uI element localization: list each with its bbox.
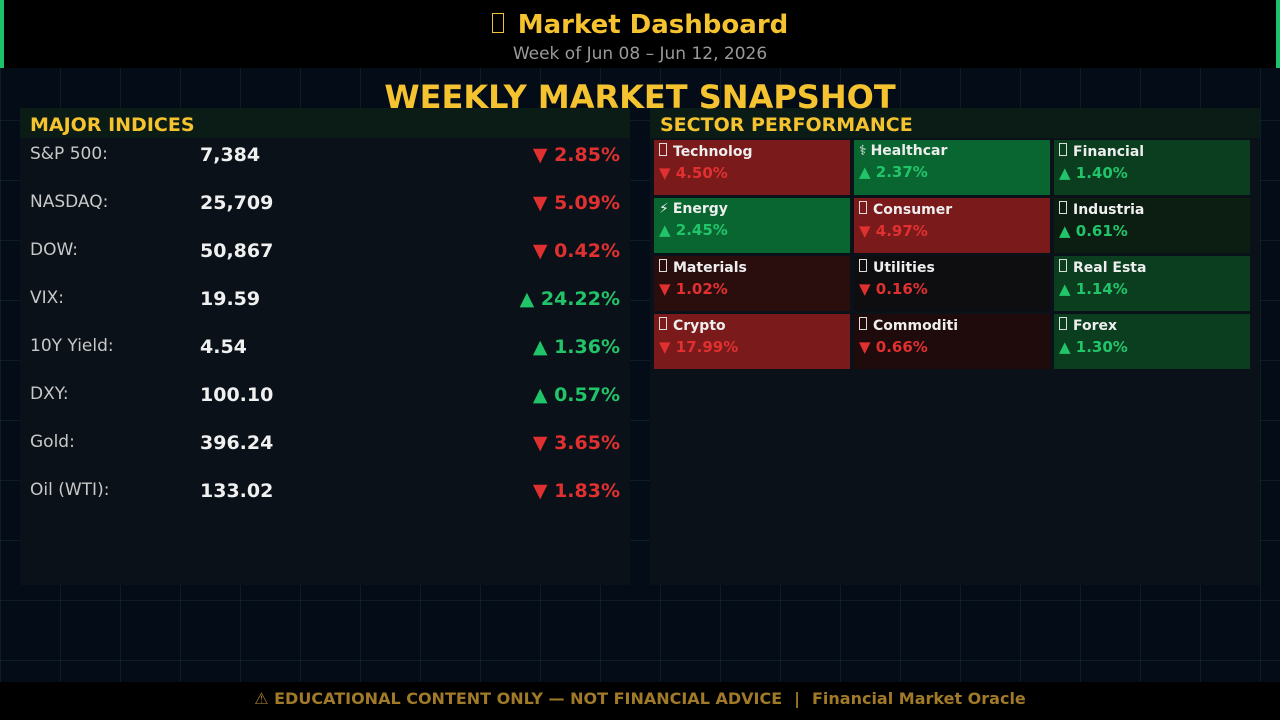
sector-name: Technolog [659,143,845,160]
index-label: DOW: [30,240,79,260]
sector-change: ▼ 4.97% [859,222,928,240]
sector-name-text: Financial [1073,144,1145,160]
icon-box [859,317,867,330]
title-text: Market Dashboard [517,10,789,40]
sector-tile: Real Esta ▲ 1.14% [1054,256,1250,311]
sector-change: ▲ 2.45% [659,221,728,239]
sector-change: ▼ 0.66% [859,338,928,356]
indices-panel: MAJOR INDICES S&P 500: 7,384 ▼ 2.85% NASDAQ… [20,108,630,585]
sector-name: Forex [1059,317,1245,334]
sector-tile: Consumer ▼ 4.97% [854,198,1050,253]
sector-name-text: Crypto [673,318,726,334]
sector-name-text: Real Esta [1073,260,1147,276]
index-label: VIX: [30,288,65,308]
heading: WEEKLY MARKET SNAPSHOT [384,78,896,116]
icon-box [859,201,867,214]
icon-box [1059,201,1067,214]
panel-title: SECTOR PERFORMANCE [650,108,1260,138]
sector-name-text: Technolog [673,144,753,160]
sector-name-text: Industria [1073,202,1145,218]
sector-name: Crypto [659,317,845,334]
icon-box [659,317,667,330]
index-change: ▼ 5.09% [532,192,620,214]
sector-name: Real Esta [1059,259,1245,276]
icon-box [859,259,867,272]
sector-tile: Financial ▲ 1.40% [1054,140,1250,195]
sector-name: ⚕ Healthcar [859,143,1045,159]
index-label: NASDAQ: [30,192,109,212]
sector-name-text: Utilities [873,260,935,276]
index-change: ▲ 24.22% [519,288,620,310]
sector-tile: ⚡ Energy ▲ 2.45% [654,198,850,253]
sector-name: Materials [659,259,845,276]
index-value: 100.10 [200,384,274,406]
header: Market Dashboard Week of Jun 08 – Jun 12… [0,0,1280,68]
header-subtitle: Week of Jun 08 – Jun 12, 2026 [512,44,768,64]
sector-change: ▼ 0.16% [859,280,928,298]
index-value: 19.59 [200,288,261,310]
index-label: 10Y Yield: [30,336,114,356]
sector-tile: Industria ▲ 0.61% [1054,198,1250,253]
sectors-panel: SECTOR PERFORMANCE Technolog ▼ 4.50% ⚕ Heal… [650,108,1260,585]
sector-change: ▲ 1.30% [1059,338,1128,356]
sector-change: ▲ 1.14% [1059,280,1128,298]
sector-change: ▼ 17.99% [659,338,739,356]
sector-name-text: Healthcar [870,143,948,159]
index-label: Gold: [30,432,75,452]
index-value: 133.02 [200,480,274,502]
sector-name: ⚡ Energy [659,201,845,217]
sector-tile: Forex ▲ 1.30% [1054,314,1250,369]
index-change: ▼ 1.83% [532,480,620,502]
index-label: Oil (WTI): [30,480,110,500]
icon-box [659,143,667,156]
sector-icon: ⚡ [659,201,669,217]
index-value: 50,867 [200,240,274,262]
index-change: ▲ 1.36% [532,336,620,358]
index-change: ▼ 0.42% [532,240,620,262]
sector-name-text: Energy [672,201,728,217]
sector-name: Consumer [859,201,1045,218]
sector-change: ▲ 0.61% [1059,222,1128,240]
sector-change: ▼ 1.02% [659,280,728,298]
icon-box [1059,259,1067,272]
sector-name: Utilities [859,259,1045,276]
icon-box [659,259,667,272]
index-change: ▼ 3.65% [532,432,620,454]
index-value: 396.24 [200,432,274,454]
sector-tile: Materials ▼ 1.02% [654,256,850,311]
sector-change: ▲ 2.37% [859,163,928,181]
sector-name: Industria [1059,201,1245,218]
index-value: 7,384 [200,144,261,166]
index-label: S&P 500: [30,144,108,164]
sector-change: ▲ 1.40% [1059,164,1128,182]
sector-tile: Technolog ▼ 4.50% [654,140,850,195]
index-change: ▼ 2.85% [532,144,620,166]
sector-name: Commoditi [859,317,1045,334]
sector-tile: Utilities ▼ 0.16% [854,256,1050,311]
sector-name-text: Consumer [873,202,953,218]
index-change: ▲ 0.57% [532,384,620,406]
icon-box [1059,143,1067,156]
sector-icon: ⚕ [859,143,867,159]
sector-name-text: Forex [1073,318,1118,334]
sector-tile: ⚕ Healthcar ▲ 2.37% [854,140,1050,195]
icon-box [1059,317,1067,330]
sector-change: ▼ 4.50% [659,164,728,182]
index-value: 4.54 [200,336,247,358]
footer-notice: ⚠ EDUCATIONAL CONTENT ONLY — NOT FINANCI… [254,689,783,708]
index-label: DXY: [30,384,69,404]
footer-brand: Financial Market Oracle [811,689,1026,708]
sector-name-text: Materials [673,260,747,276]
sector-tile: Crypto ▼ 17.99% [654,314,850,369]
index-value: 25,709 [200,192,274,214]
sector-name: Financial [1059,143,1245,160]
panel-title: MAJOR INDICES [20,108,630,138]
sector-name-text: Commoditi [873,318,958,334]
footer: ⚠ EDUCATIONAL CONTENT ONLY — NOT FINANCI… [0,682,1280,720]
sector-tile: Commoditi ▼ 0.66% [854,314,1050,369]
header-title: Market Dashboard [4,10,1276,40]
